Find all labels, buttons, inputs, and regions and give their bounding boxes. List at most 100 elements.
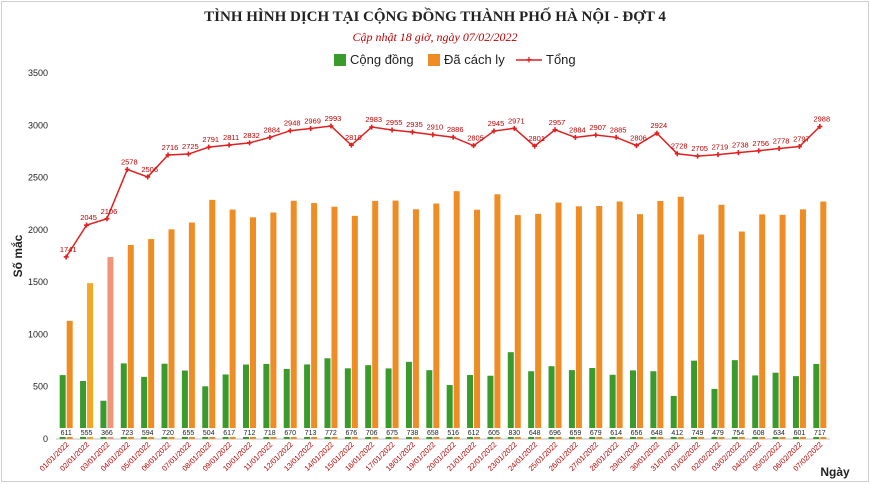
bar-cong-dong	[324, 358, 331, 439]
bar-cong-dong	[263, 363, 270, 439]
bar-da-cach-ly	[311, 203, 318, 439]
bar-label-bg	[179, 428, 198, 437]
bar-label-bg	[464, 428, 483, 437]
point-tong	[817, 124, 823, 130]
data-label-tong: 2884	[264, 125, 281, 134]
data-label-tong: 2106	[101, 207, 118, 216]
point-tong	[613, 134, 619, 140]
point-tong	[695, 153, 701, 159]
bar-value-label-cong-dong: 555	[81, 430, 93, 437]
bar-label-bg	[301, 428, 320, 437]
bar-label-bg	[403, 428, 422, 437]
bar-label-bg	[77, 428, 96, 437]
bar-da-cach-ly	[474, 209, 481, 439]
bar-da-cach-ly	[799, 209, 806, 439]
point-tong	[593, 132, 599, 138]
y-tick-label: 3000	[28, 120, 48, 130]
data-label-tong: 2719	[712, 143, 729, 152]
bar-cong-dong	[711, 388, 718, 439]
bar-da-cach-ly	[188, 222, 195, 439]
bar-cong-dong	[344, 368, 351, 439]
bar-cong-dong	[528, 371, 535, 439]
point-tong	[287, 128, 293, 134]
data-label-tong: 2945	[488, 119, 505, 128]
bar-cong-dong	[670, 395, 677, 439]
bar-da-cach-ly	[250, 217, 256, 439]
data-label-tong: 2778	[773, 137, 790, 146]
bar-value-label-cong-dong: 605	[488, 430, 500, 437]
point-tong	[104, 216, 110, 222]
data-label-tong: 2806	[630, 134, 647, 143]
point-tong	[430, 132, 436, 138]
bar-value-label-cong-dong: 634	[773, 430, 785, 437]
bar-da-cach-ly	[575, 206, 582, 439]
bar-da-cach-ly	[229, 209, 236, 439]
data-label-tong: 2955	[386, 118, 403, 127]
data-label-tong: 2810	[345, 133, 362, 142]
bar-value-label-cong-dong: 706	[366, 430, 378, 437]
bar-label-bg	[505, 428, 524, 437]
bar-cong-dong	[385, 368, 392, 439]
bar-cong-dong	[589, 367, 596, 439]
bar-da-cach-ly	[616, 201, 623, 439]
point-tong	[491, 128, 497, 134]
bar-label-bg	[159, 428, 178, 437]
data-label-tong: 2907	[589, 123, 606, 132]
bar-label-bg	[220, 428, 239, 437]
bar-label-bg	[342, 428, 361, 437]
bar-value-label-cong-dong: 614	[610, 430, 622, 437]
legend-swatch-cong-dong	[334, 54, 346, 66]
y-tick-label: 0	[43, 434, 48, 444]
bar-value-label-cong-dong: 412	[671, 430, 683, 437]
data-label-tong: 2924	[651, 121, 668, 130]
point-tong	[124, 166, 130, 172]
bar-cong-dong	[487, 375, 494, 439]
bar-cong-dong	[568, 370, 575, 439]
data-label-tong: 2725	[182, 142, 199, 151]
data-label-tong: 2935	[406, 120, 423, 129]
point-tong	[369, 124, 375, 130]
bar-value-label-cong-dong: 479	[712, 430, 724, 437]
data-label-tong: 2811	[223, 133, 239, 142]
bar-da-cach-ly	[820, 201, 827, 439]
bar-cong-dong	[243, 364, 249, 439]
bar-da-cach-ly	[270, 212, 277, 439]
legend-label-tong: Tổng	[546, 52, 576, 67]
bar-label-bg	[525, 428, 544, 437]
bar-value-label-cong-dong: 504	[203, 430, 215, 437]
bar-label-bg	[708, 428, 727, 437]
bar-cong-dong	[772, 372, 779, 439]
point-tong	[654, 130, 660, 136]
point-tong	[715, 152, 721, 158]
bar-da-cach-ly	[718, 204, 725, 439]
bar-value-label-cong-dong: 718	[264, 430, 276, 437]
bar-label-bg	[790, 428, 809, 437]
point-tong	[674, 151, 680, 157]
bar-value-label-cong-dong: 712	[244, 430, 256, 437]
y-tick-label: 3500	[28, 68, 48, 78]
bar-label-bg	[647, 428, 666, 437]
data-label-tong: 2791	[202, 135, 219, 144]
data-label-tong: 2756	[752, 139, 769, 148]
bar-cong-dong	[548, 366, 555, 439]
bar-label-bg	[57, 428, 76, 437]
data-label-tong: 2969	[304, 117, 321, 126]
bar-cong-dong	[181, 370, 188, 439]
bar-value-label-cong-dong: 659	[570, 430, 582, 437]
bar-cong-dong	[365, 365, 372, 439]
bar-da-cach-ly	[698, 234, 705, 439]
bar-cong-dong	[507, 352, 514, 439]
bar-da-cach-ly	[433, 203, 440, 439]
point-tong	[735, 150, 741, 156]
point-tong	[226, 142, 232, 148]
bar-da-cach-ly	[514, 215, 521, 439]
bar-value-label-cong-dong: 656	[631, 430, 643, 437]
point-tong	[63, 254, 69, 260]
bar-da-cach-ly	[494, 194, 501, 439]
bar-cong-dong	[467, 375, 474, 439]
data-label-tong: 1741	[60, 245, 77, 254]
bar-value-label-cong-dong: 717	[814, 430, 826, 437]
bar-value-label-cong-dong: 648	[651, 430, 663, 437]
bar-value-label-cong-dong: 830	[508, 430, 520, 437]
data-label-tong: 2885	[610, 125, 627, 134]
